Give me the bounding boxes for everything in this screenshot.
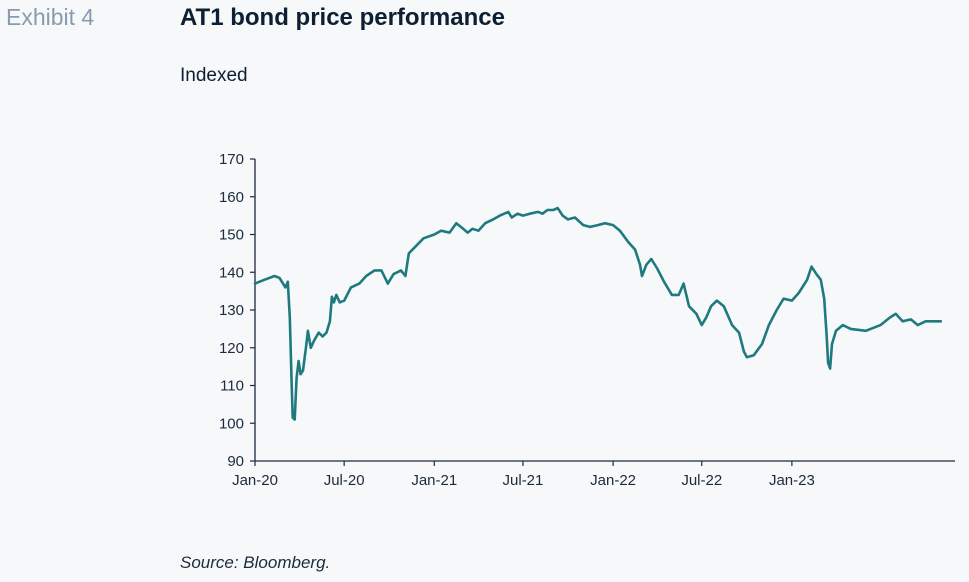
- exhibit-label: Exhibit 4: [6, 4, 95, 30]
- x-tick-label: Jul-20: [324, 472, 365, 489]
- x-tick-label: Jul-22: [681, 472, 722, 489]
- y-tick-label: 160: [219, 189, 244, 206]
- y-tick-label: 170: [219, 151, 244, 168]
- y-tick-label: 150: [219, 227, 244, 244]
- x-tick-label: Jan-20: [232, 472, 278, 489]
- y-tick-label: 110: [220, 378, 244, 395]
- x-tick-label: Jan-21: [411, 472, 457, 489]
- chart-subtitle: Indexed: [180, 65, 248, 86]
- x-tick-label: Jan-23: [769, 472, 815, 489]
- series-line: [253, 206, 943, 421]
- y-tick-label: 100: [219, 415, 244, 432]
- x-tick-label: Jan-22: [590, 472, 636, 489]
- source-note: Source: Bloomberg.: [180, 553, 331, 572]
- y-tick-label: 140: [219, 264, 244, 281]
- y-tick-label: 90: [227, 453, 244, 470]
- y-tick-label: 130: [219, 302, 244, 319]
- y-tick-label: 120: [219, 340, 244, 357]
- chart-title: AT1 bond price performance: [180, 4, 505, 31]
- x-tick-label: Jul-21: [503, 472, 544, 489]
